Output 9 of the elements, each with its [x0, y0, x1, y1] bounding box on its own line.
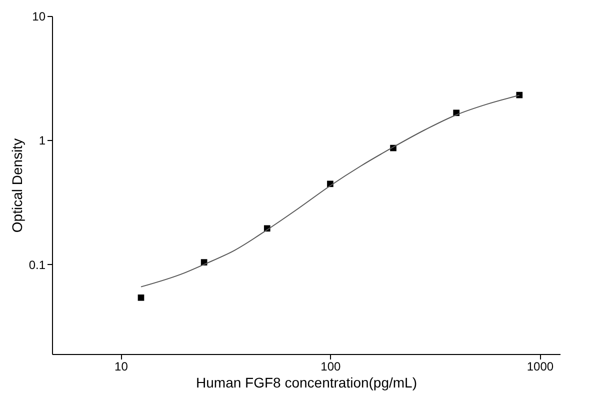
x-tick-label: 100 — [320, 360, 342, 374]
y-tick-label: 10 — [32, 10, 46, 24]
y-axis-title: Optical Density — [8, 138, 25, 233]
x-tick-label: 1000 — [526, 360, 554, 374]
x-tick-label: 10 — [114, 360, 128, 374]
x-axis-title: Human FGF8 concentration(pg/mL) — [196, 374, 417, 390]
y-tick-label: 1 — [38, 134, 46, 148]
y-tick-label: 0.1 — [28, 258, 46, 272]
point — [138, 294, 144, 301]
